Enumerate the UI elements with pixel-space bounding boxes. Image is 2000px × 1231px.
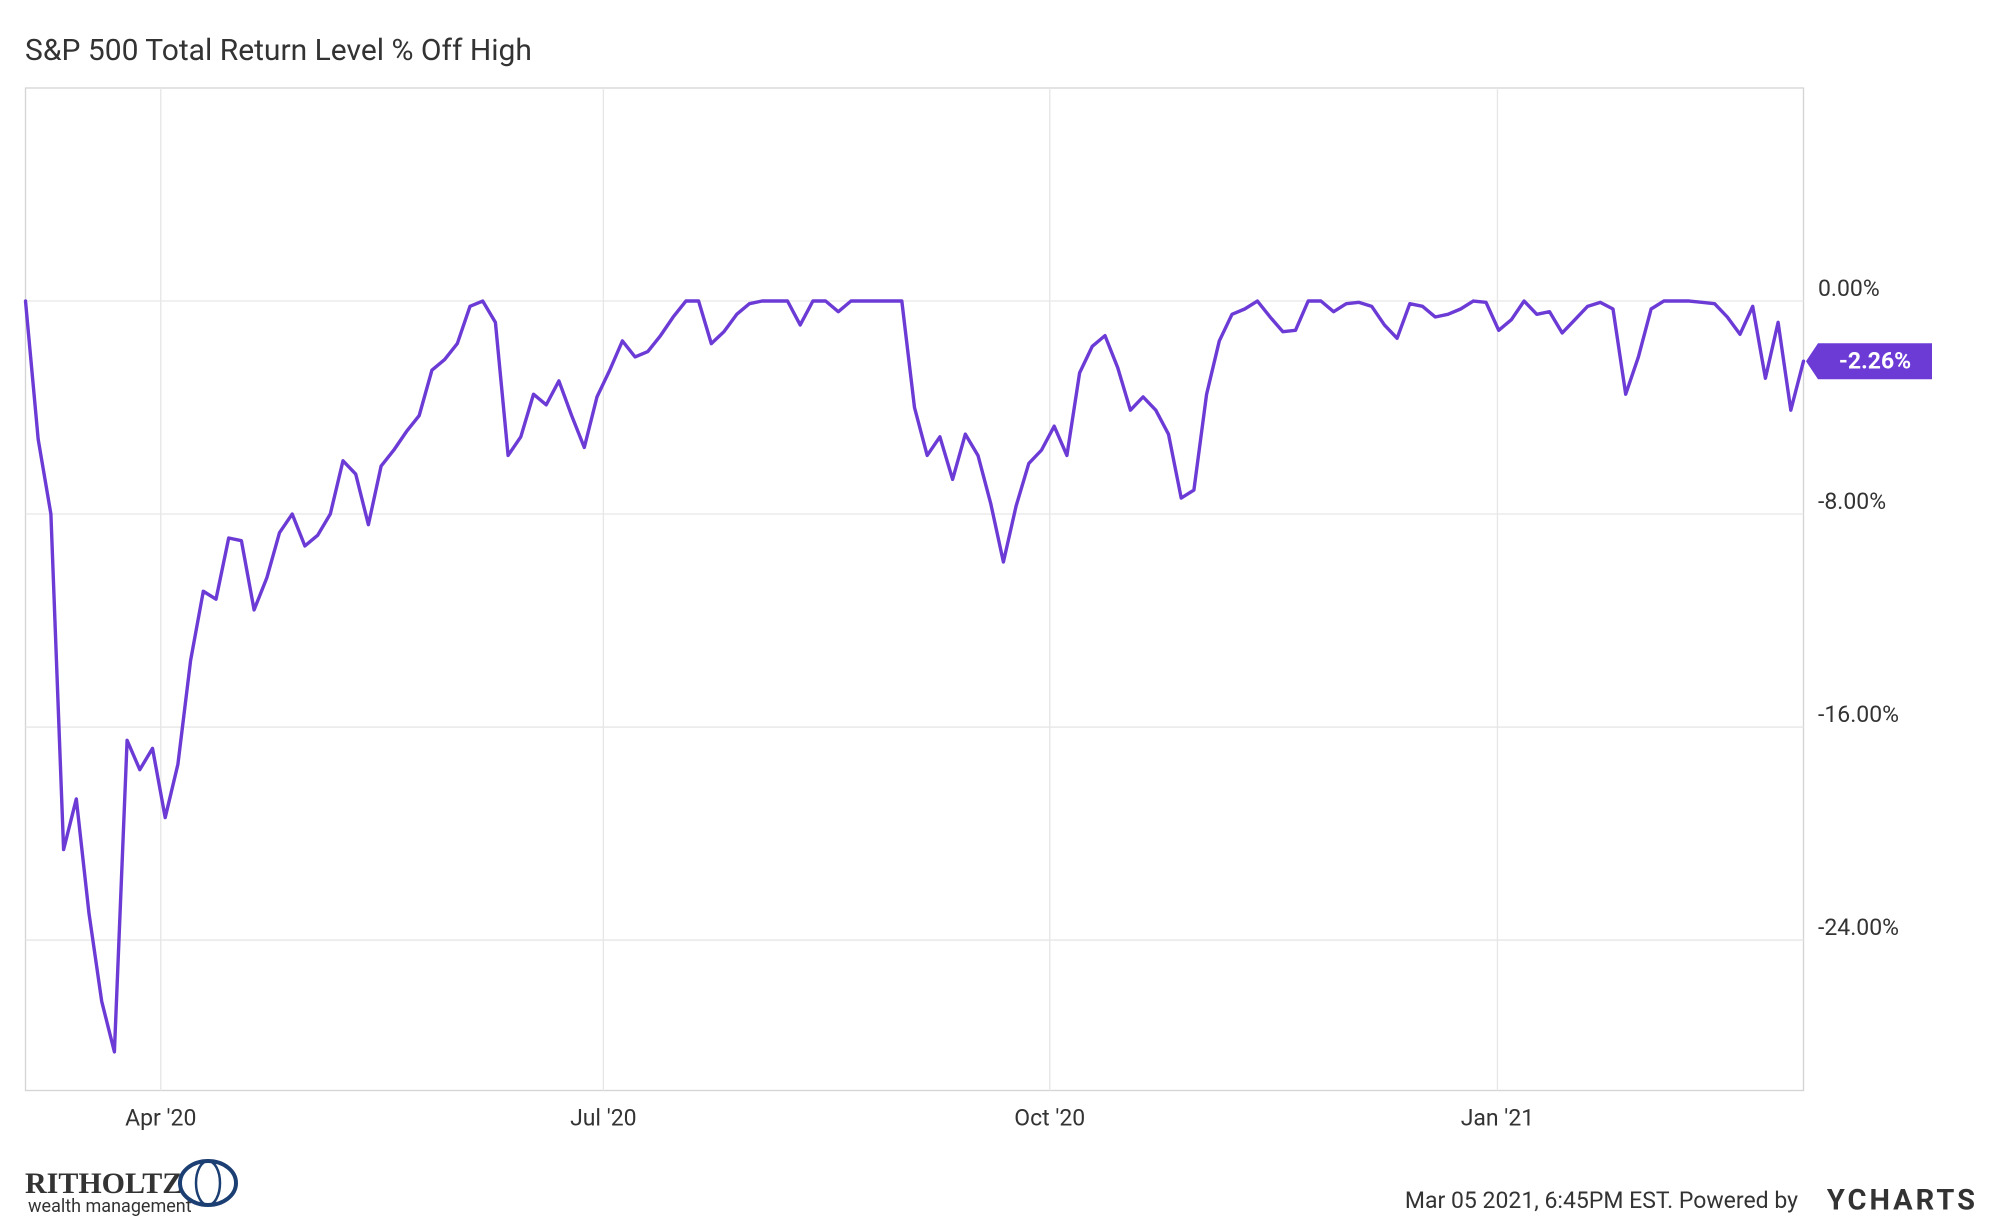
- y-tick-label: -24.00%: [1818, 914, 1899, 941]
- footer-timestamp: Mar 05 2021, 6:45PM EST. Powered by: [1405, 1187, 1798, 1214]
- ritholtz-logo: RITHOLTZ wealth management: [25, 1159, 238, 1217]
- logo-globe-meridian: [194, 1159, 222, 1207]
- x-tick-label: Jan '21: [1461, 1105, 1534, 1132]
- y-tick-label: -16.00%: [1818, 701, 1899, 728]
- grid: [25, 88, 1804, 1091]
- footer-brand[interactable]: YCHARTS: [1827, 1184, 1978, 1218]
- y-tick-label: 0.00%: [1818, 275, 1880, 302]
- logo-sub: wealth management: [28, 1196, 192, 1217]
- series-line: [23, 299, 1806, 1054]
- x-tick-label: Oct '20: [1014, 1105, 1085, 1132]
- callout-tag: [1806, 343, 1932, 380]
- y-tick-label: -8.00%: [1818, 488, 1886, 515]
- plot-frame: [24, 87, 1805, 1092]
- x-tick-label: Jul '20: [570, 1105, 637, 1132]
- callout-label: -2.26%: [1839, 347, 1911, 374]
- chart-title: S&P 500 Total Return Level % Off High: [25, 33, 532, 68]
- logo-name: RITHOLTZ: [25, 1167, 182, 1200]
- x-tick-label: Apr '20: [125, 1105, 196, 1132]
